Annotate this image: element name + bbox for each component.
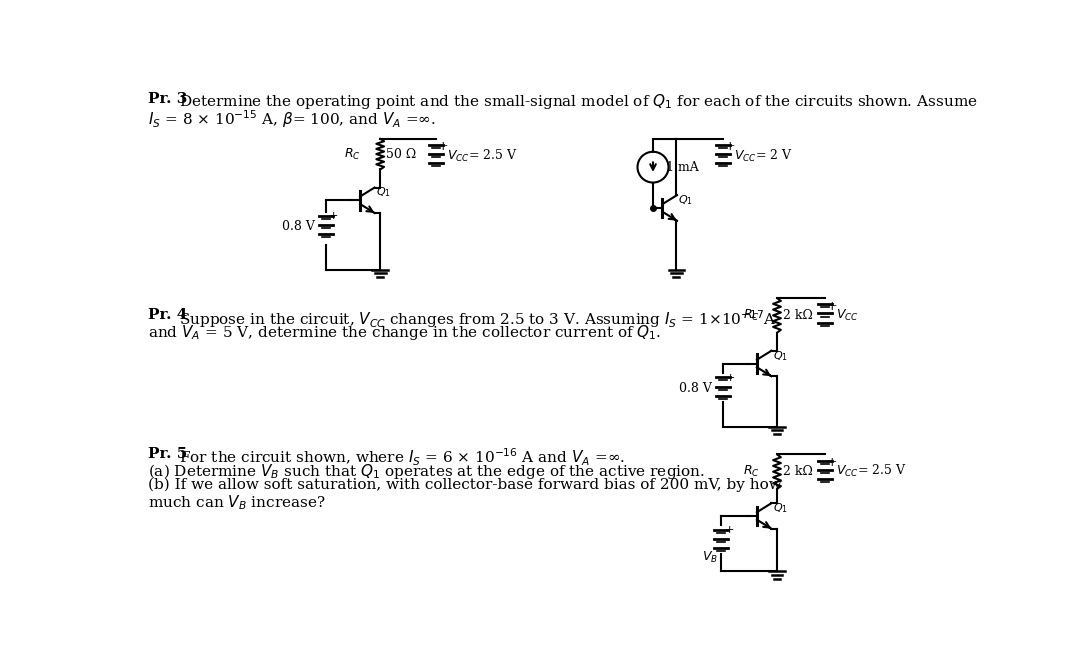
- Text: 0.8 V: 0.8 V: [282, 220, 315, 233]
- Text: Pr. 5: Pr. 5: [148, 447, 187, 460]
- Text: (b) If we allow soft saturation, with collector-base forward bias of 200 mV, by : (b) If we allow soft saturation, with co…: [148, 477, 781, 492]
- Text: +: +: [827, 299, 837, 312]
- Text: $R_C$: $R_C$: [345, 147, 361, 162]
- Text: and $V_A$ = 5 V, determine the change in the collector current of $Q_1$.: and $V_A$ = 5 V, determine the change in…: [148, 324, 661, 343]
- Text: 0.8 V: 0.8 V: [679, 382, 712, 395]
- Text: Suppose in the circuit, $V_{CC}$ changes from 2.5 to 3 V. Assuming $I_S$ = 1×10$: Suppose in the circuit, $V_{CC}$ changes…: [179, 308, 777, 329]
- Text: $Q_1$: $Q_1$: [773, 349, 788, 363]
- Text: $Q_1$: $Q_1$: [376, 185, 391, 200]
- Text: much can $V_B$ increase?: much can $V_B$ increase?: [148, 493, 325, 512]
- Text: $V_{CC}$: $V_{CC}$: [836, 307, 858, 322]
- Text: Pr. 3: Pr. 3: [148, 92, 187, 107]
- Text: For the circuit shown, where $I_S$ = 6 × 10$^{-16}$ A and $V_A$ =∞.: For the circuit shown, where $I_S$ = 6 ×…: [179, 447, 625, 468]
- Text: $I_S$ = 8 × 10$^{-15}$ A, $\beta$= 100, and $V_A$ =∞.: $I_S$ = 8 × 10$^{-15}$ A, $\beta$= 100, …: [148, 108, 435, 130]
- Text: +: +: [330, 211, 338, 221]
- Text: $R_C$: $R_C$: [744, 308, 760, 323]
- Text: $Q_1$: $Q_1$: [773, 501, 788, 515]
- Text: $V_{CC}$= 2 V: $V_{CC}$= 2 V: [734, 147, 792, 164]
- Text: +: +: [724, 525, 734, 535]
- Text: Determine the operating point and the small-signal model of $Q_1$ for each of th: Determine the operating point and the sm…: [179, 92, 977, 111]
- Text: +: +: [438, 140, 448, 153]
- Text: +: +: [724, 140, 735, 153]
- Text: $V_B$: $V_B$: [702, 550, 718, 565]
- Text: $V_{CC}$= 2.5 V: $V_{CC}$= 2.5 V: [836, 463, 906, 479]
- Text: 50 Ω: 50 Ω: [386, 147, 416, 160]
- Text: $Q_1$: $Q_1$: [678, 193, 693, 207]
- Text: $R_C$: $R_C$: [744, 464, 760, 479]
- Text: +: +: [827, 456, 837, 469]
- Text: 2 kΩ: 2 kΩ: [783, 465, 813, 478]
- Text: $V_{CC}$= 2.5 V: $V_{CC}$= 2.5 V: [447, 147, 518, 164]
- Text: 2 kΩ: 2 kΩ: [783, 309, 813, 322]
- Text: Pr. 4: Pr. 4: [148, 308, 187, 322]
- Text: 1 mA: 1 mA: [667, 160, 699, 174]
- Text: (a) Determine $V_B$ such that $Q_1$ operates at the edge of the active region.: (a) Determine $V_B$ such that $Q_1$ oper…: [148, 462, 705, 481]
- Text: +: +: [725, 373, 735, 383]
